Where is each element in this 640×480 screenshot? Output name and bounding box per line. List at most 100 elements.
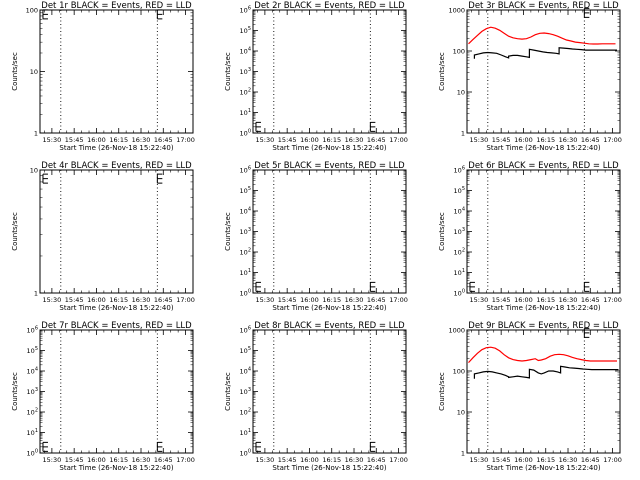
x-tick-label: 16:15 — [322, 296, 341, 304]
y-tick-label: 106 — [240, 6, 251, 15]
plot-frame — [466, 329, 621, 454]
y-tick-label: 103 — [240, 227, 251, 236]
x-tick-label: 16:45 — [367, 456, 386, 464]
x-tick-label: 16:30 — [345, 296, 364, 304]
x-tick-label: 17:00 — [176, 456, 195, 464]
x-tick-label: 16:45 — [154, 296, 173, 304]
error-bar — [583, 7, 590, 18]
time-markers — [273, 170, 371, 293]
chart-title: Det 4r BLACK = Events, RED = LLD — [41, 161, 192, 171]
x-axis-label: Start Time (26-Nov-18 15:22:40) — [486, 144, 600, 152]
y-tick-label: 103 — [240, 67, 251, 76]
y-tick-label: 101 — [240, 428, 251, 437]
x-tick-label: 15:30 — [470, 456, 489, 464]
chart-title: Det 1r BLACK = Events, RED = LLD — [41, 1, 192, 11]
y-axis-label: Counts/sec — [224, 52, 232, 91]
y-tick-label: 100 — [26, 7, 38, 15]
y-tick-label: 104 — [454, 207, 465, 216]
time-markers — [60, 170, 158, 293]
x-tick-label: 16:15 — [109, 136, 128, 144]
lld-series-line — [468, 346, 617, 364]
x-axis-label: Start Time (26-Nov-18 15:22:40) — [59, 464, 173, 472]
y-tick-label: 105 — [454, 186, 465, 195]
time-markers — [60, 330, 158, 453]
x-tick-label: 16:15 — [536, 136, 555, 144]
x-tick-label: 17:00 — [389, 456, 408, 464]
x-axis-label: Start Time (26-Nov-18 15:22:40) — [486, 304, 600, 312]
x-axis-ticks: 15:30 15:45 16:00 16:15 16:30 16:45 17:00 — [256, 10, 408, 144]
x-tick-label: 15:45 — [278, 296, 297, 304]
x-tick-label: 16:15 — [109, 296, 128, 304]
error-bar — [369, 281, 376, 292]
x-tick-label: 16:00 — [87, 456, 106, 464]
x-axis-label: Start Time (26-Nov-18 15:22:40) — [59, 304, 173, 312]
chart-title: Det 5r BLACK = Events, RED = LLD — [254, 161, 405, 171]
chart-title: Det 2r BLACK = Events, RED = LLD — [254, 1, 405, 11]
chart-title: Det 8r BLACK = Events, RED = LLD — [254, 321, 405, 331]
error-bar — [255, 281, 261, 292]
x-tick-label: 15:30 — [256, 296, 275, 304]
x-tick-label: 16:30 — [132, 456, 151, 464]
x-tick-label: 15:30 — [256, 136, 275, 144]
y-tick-label: 101 — [240, 108, 251, 117]
error-bars — [255, 441, 376, 452]
x-axis-ticks: 15:30 15:45 16:00 16:15 16:30 16:45 17:00 — [43, 170, 195, 304]
x-axis-ticks: 15:30 15:45 16:00 16:15 16:30 16:45 17:00 — [470, 10, 622, 144]
x-tick-label: 16:00 — [87, 136, 106, 144]
x-tick-label: 15:45 — [278, 456, 297, 464]
y-tick-label: 100 — [453, 368, 465, 376]
error-bar — [369, 441, 376, 452]
y-tick-label: 105 — [240, 346, 251, 355]
x-tick-label: 16:00 — [514, 136, 533, 144]
error-bar — [156, 441, 163, 452]
x-tick-label: 16:00 — [87, 296, 106, 304]
x-tick-label: 16:15 — [536, 296, 555, 304]
x-tick-label: 16:45 — [581, 296, 600, 304]
x-axis-label: Start Time (26-Nov-18 15:22:40) — [272, 144, 386, 152]
error-bar — [42, 441, 48, 452]
error-bar — [156, 173, 163, 184]
y-tick-label: 102 — [454, 248, 465, 257]
y-axis-label: Counts/sec — [11, 212, 19, 251]
x-tick-label: 16:15 — [322, 456, 341, 464]
lld-series-line — [468, 26, 616, 45]
y-axis-ticks: 100 101 102 103 104 105 106 — [27, 326, 193, 458]
x-tick-label: 16:45 — [154, 456, 173, 464]
y-axis-label: Counts/sec — [224, 372, 232, 411]
chart-panel-5: Det 5r BLACK = Events, RED = LLD 15:30 15:… — [224, 161, 408, 312]
error-bar — [156, 9, 163, 20]
y-axis-ticks: 1 10 100 — [26, 7, 193, 138]
x-tick-label: 15:30 — [470, 296, 489, 304]
x-tick-label: 16:15 — [109, 456, 128, 464]
x-tick-label: 16:45 — [367, 296, 386, 304]
y-tick-label: 10 — [457, 409, 465, 417]
y-tick-label: 104 — [240, 367, 251, 376]
y-axis-ticks: 1 10 100 1000 — [448, 7, 620, 138]
error-bar — [583, 327, 590, 338]
x-tick-label: 16:30 — [559, 296, 578, 304]
x-tick-label: 16:15 — [536, 456, 555, 464]
x-tick-label: 15:45 — [492, 296, 511, 304]
y-tick-label: 101 — [454, 268, 465, 277]
y-axis-label: Counts/sec — [438, 372, 446, 411]
x-tick-label: 16:45 — [367, 136, 386, 144]
y-axis-ticks: 100 101 102 103 104 105 106 — [240, 166, 406, 298]
y-tick-label: 105 — [240, 26, 251, 35]
y-tick-label: 103 — [454, 227, 465, 236]
y-tick-label: 101 — [27, 428, 38, 437]
y-tick-label: 100 — [240, 449, 251, 458]
x-axis-label: Start Time (26-Nov-18 15:22:40) — [486, 464, 600, 472]
x-tick-label: 17:00 — [176, 136, 195, 144]
error-bar — [42, 173, 48, 184]
x-tick-label: 16:45 — [154, 136, 173, 144]
y-tick-label: 1 — [34, 130, 38, 138]
chart-title: Det 7r BLACK = Events, RED = LLD — [41, 321, 192, 331]
x-tick-label: 17:00 — [603, 296, 622, 304]
